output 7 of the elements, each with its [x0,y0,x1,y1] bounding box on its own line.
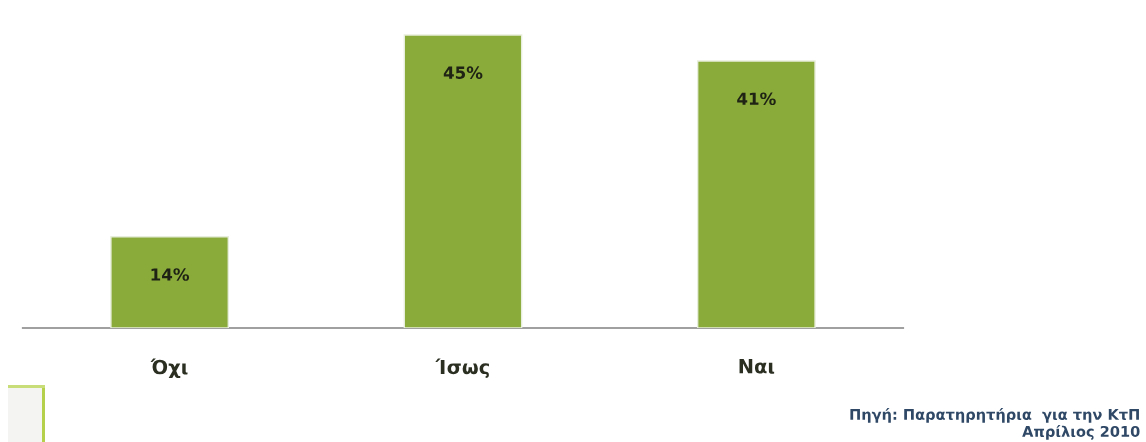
text: Πηγή: Παρατηρητήρια για την ΚτΠ Απρίλιος 2010 [850,408,1140,440]
x-tick-label: Όχι [150,358,188,379]
x-tick-label: Ίσως [435,358,489,379]
data-label: 14% [151,268,190,281]
x-tick-label: Ναι [739,359,775,374]
data-label: 41% [737,92,776,106]
data-label: 45% [443,66,483,79]
